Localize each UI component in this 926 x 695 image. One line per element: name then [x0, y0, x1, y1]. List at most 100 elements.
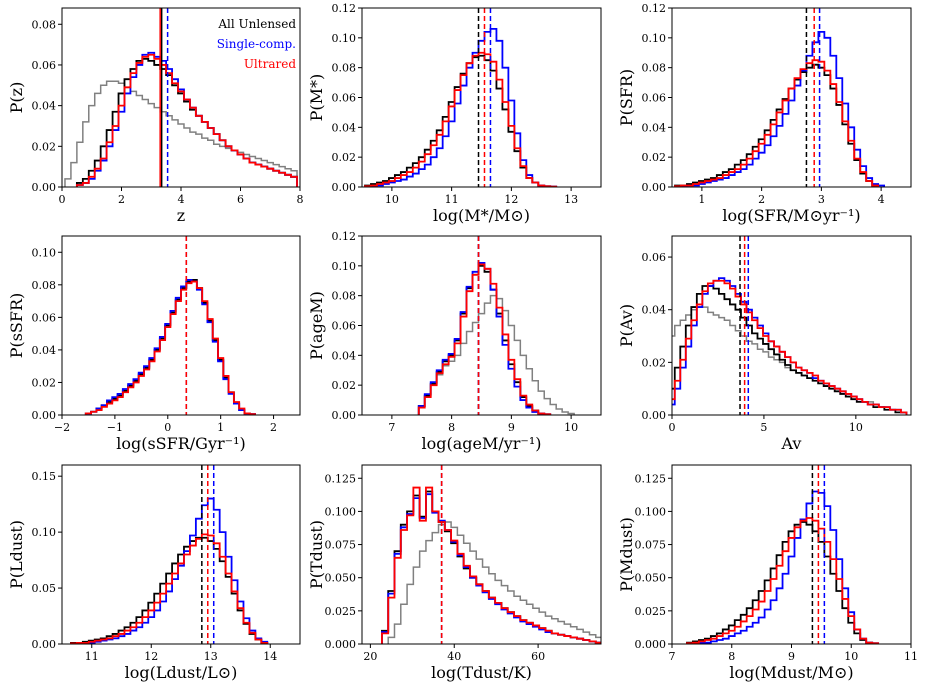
x-tick-label: 0 — [164, 421, 171, 434]
series-2 — [70, 533, 269, 644]
y-tick-label: 0.04 — [642, 304, 667, 317]
y-tick-label: 0.05 — [32, 582, 57, 595]
x-axis-label: log(Tdust/K) — [431, 663, 532, 682]
x-tick-label: 60 — [531, 650, 545, 663]
x-tick-label: 1 — [698, 193, 705, 206]
y-tick-label: 0.08 — [332, 62, 357, 75]
x-tick-label: 13 — [564, 193, 578, 206]
y-tick-label: 0.00 — [32, 638, 57, 651]
series-3 — [417, 263, 552, 415]
y-tick-label: 0.06 — [32, 311, 57, 324]
x-tick-label: −1 — [107, 421, 123, 434]
y-tick-label: 0.06 — [642, 92, 667, 105]
x-tick-label: 0 — [59, 193, 66, 206]
y-tick-label: 0.12 — [332, 2, 357, 15]
y-tick-label: 0.02 — [32, 140, 57, 153]
x-tick-label: 0 — [669, 421, 676, 434]
y-tick-label: 0.12 — [332, 230, 357, 243]
y-tick-label: 0.00 — [332, 181, 357, 194]
y-tick-label: 0.02 — [332, 379, 357, 392]
series-2 — [84, 280, 256, 415]
y-axis-label: P(Tdust) — [307, 520, 326, 589]
panel-6: 0 5 10 0.00 0.02 0.04 0.06 Av P(Av) — [617, 235, 912, 453]
series-3 — [381, 486, 601, 644]
panel-1: 0 2 4 6 8 0.00 0.02 0.04 0.06 0.08 z P(z) — [7, 7, 304, 225]
x-tick-label: 10 — [385, 193, 399, 206]
legend: All Unlensed Single-comp. Ultrared — [217, 17, 297, 71]
plot-frame — [671, 7, 912, 188]
y-tick-label: 0.00 — [332, 409, 357, 422]
y-tick-label: 0.125 — [325, 472, 357, 485]
legend-entry: Ultrared — [244, 57, 297, 71]
y-tick-label: 0.06 — [642, 251, 667, 264]
x-axis-label: log(sSFR/Gyr⁻¹) — [116, 434, 246, 453]
y-tick-label: 0.00 — [642, 181, 667, 194]
panel-8: 20 40 60 0.000 0.025 0.050 0.075 0.100 0.125 log(… — [307, 464, 602, 682]
x-tick-label: 4 — [878, 193, 885, 206]
series-2 — [381, 493, 601, 644]
plot-frame — [361, 7, 602, 188]
x-tick-label: 11 — [445, 193, 459, 206]
plot-frame — [61, 235, 301, 416]
y-axis-label: P(M*) — [307, 74, 326, 122]
series-1 — [686, 490, 880, 644]
y-tick-label: 0.10 — [332, 260, 357, 273]
y-tick-label: 0.08 — [32, 18, 57, 31]
x-tick-label: 10 — [844, 650, 858, 663]
y-tick-label: 0.08 — [642, 62, 667, 75]
x-axis-label: log(ageM/yr⁻¹) — [421, 434, 541, 453]
y-tick-label: 0.04 — [332, 121, 357, 134]
x-tick-label: 2 — [758, 193, 765, 206]
series-2 — [674, 59, 880, 187]
series-0 — [64, 80, 298, 187]
y-tick-label: 0.08 — [32, 279, 57, 292]
x-tick-label: 20 — [363, 650, 377, 663]
y-tick-label: 0.02 — [332, 151, 357, 164]
series-2 — [364, 51, 558, 187]
y-tick-label: 0.00 — [32, 409, 57, 422]
x-tick-label: 5 — [760, 421, 767, 434]
x-tick-label: 3 — [818, 193, 825, 206]
series-2 — [417, 261, 552, 415]
series-1 — [75, 57, 298, 187]
y-tick-label: 0.04 — [32, 100, 57, 113]
x-tick-label: 1 — [217, 421, 224, 434]
series-3 — [672, 279, 908, 415]
series-1 — [417, 264, 552, 415]
x-tick-label: 10 — [564, 421, 578, 434]
x-axis-label: log(Ldust/L⊙) — [125, 663, 238, 682]
legend-entry: All Unlensed — [217, 17, 296, 31]
series-3 — [75, 53, 298, 187]
y-tick-label: 0.00 — [32, 181, 57, 194]
series-1 — [674, 30, 886, 187]
y-tick-label: 0.050 — [325, 572, 357, 585]
y-axis-label: P(Mdust) — [617, 517, 636, 592]
series-2 — [686, 517, 880, 644]
x-axis-label: log(SFR/M⊙yr⁻¹) — [722, 206, 860, 225]
y-tick-label: 0.025 — [325, 605, 357, 618]
y-tick-label: 0.050 — [635, 572, 667, 585]
y-tick-label: 0.125 — [635, 472, 667, 485]
y-tick-label: 0.100 — [635, 505, 667, 518]
y-tick-label: 0.025 — [635, 605, 667, 618]
x-tick-label: 2 — [118, 193, 125, 206]
x-tick-label: 12 — [144, 650, 158, 663]
series-0 — [387, 521, 601, 644]
y-tick-label: 0.075 — [635, 539, 667, 552]
panel-4: −2 −1 0 1 2 0.00 0.02 0.04 0.06 0.08 0.10 log(sSFR/… — [7, 235, 301, 453]
x-tick-label: 7 — [388, 421, 395, 434]
x-tick-label: 11 — [85, 650, 99, 663]
x-tick-label: 2 — [270, 421, 277, 434]
x-tick-label: 8 — [297, 193, 304, 206]
panel-3: 1 2 3 4 0.00 0.02 0.04 0.06 0.08 0.10 0.12 log(SFR/… — [617, 2, 912, 225]
y-axis-label: P(z) — [7, 82, 26, 114]
x-axis-label: z — [177, 206, 185, 225]
legend-entry: Single-comp. — [217, 37, 296, 51]
x-tick-label: 40 — [447, 650, 461, 663]
x-tick-label: 9 — [508, 421, 515, 434]
x-tick-label: 4 — [178, 193, 185, 206]
y-tick-label: 0.04 — [332, 349, 357, 362]
y-tick-label: 0.10 — [332, 32, 357, 45]
y-tick-label: 0.100 — [325, 505, 357, 518]
